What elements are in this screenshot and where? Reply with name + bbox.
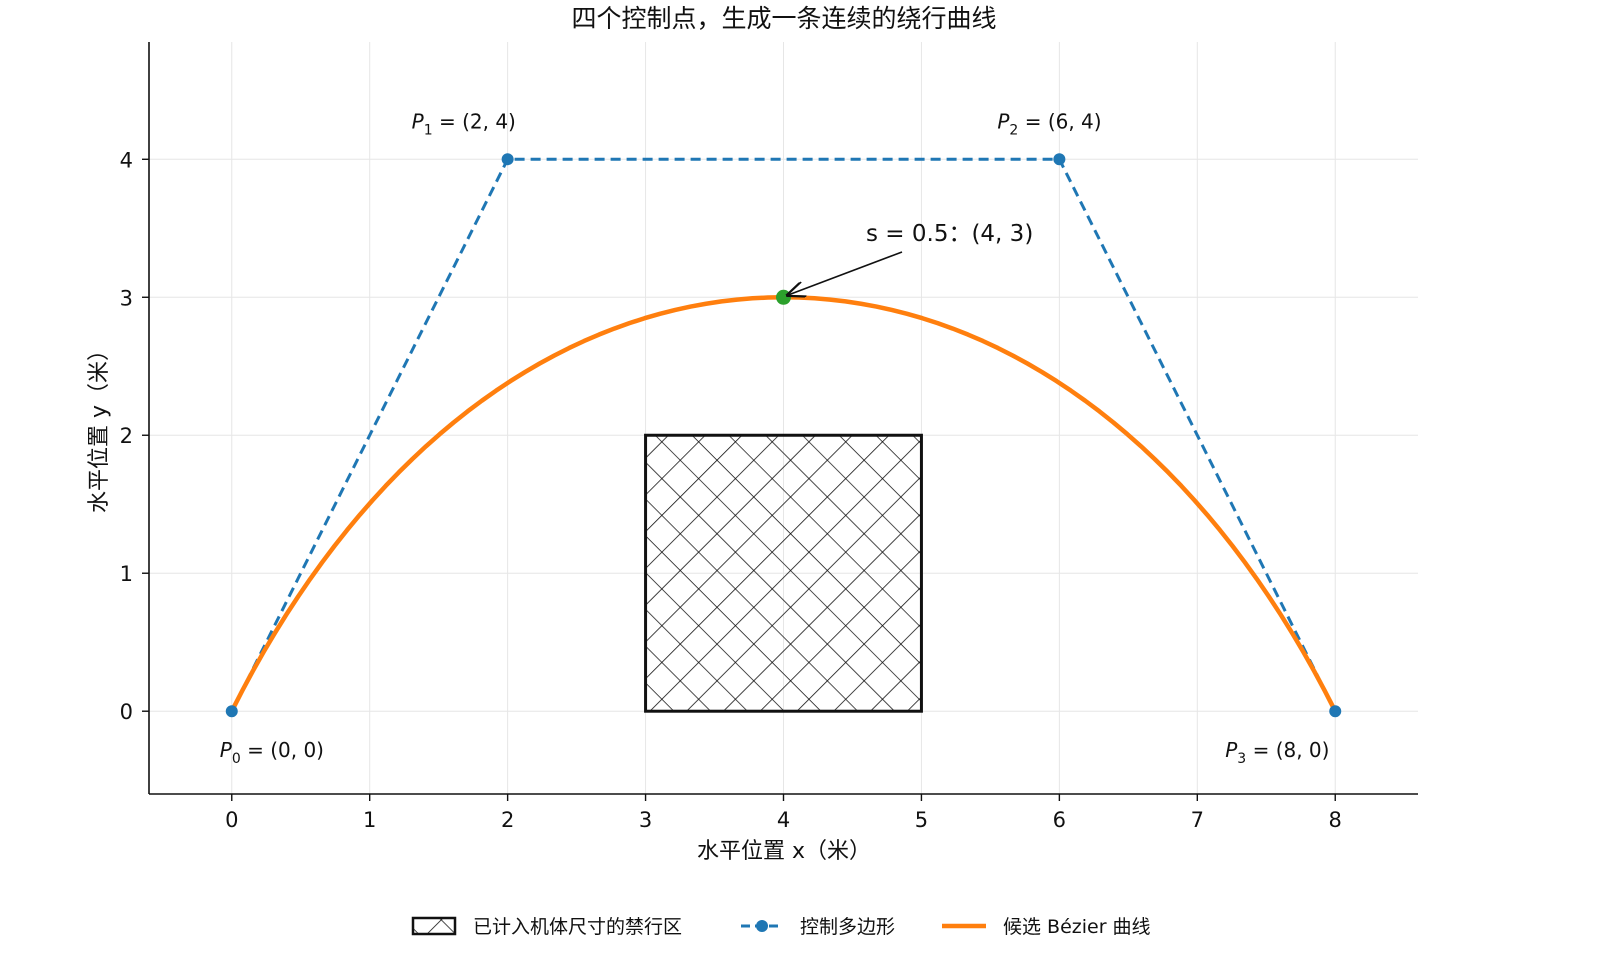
legend-label-obstacle: 已计入机体尺寸的禁行区 <box>473 916 682 938</box>
x-tick-label: 0 <box>225 808 238 832</box>
legend-marker-control-polygon <box>756 920 768 932</box>
x-tick-label: 3 <box>639 808 652 832</box>
annotation-arrow <box>788 251 903 295</box>
legend-label-bezier: 候选 Bézier 曲线 <box>1003 916 1151 938</box>
point-labels: P0 = (0, 0) P1 = (2, 4) P2 = (6, 4) P3 = (8… <box>220 109 1330 767</box>
x-tick-label: 7 <box>1191 808 1204 832</box>
legend-label-control-polygon: 控制多边形 <box>800 916 895 938</box>
control-point-marker-2 <box>1053 153 1066 166</box>
control-point-label-2: P2 = (6, 4) <box>997 109 1101 138</box>
control-point-label-3: P3 = (8, 0) <box>1225 738 1329 767</box>
highlight-point-marker <box>776 289 791 305</box>
legend-swatch-obstacle <box>411 916 457 936</box>
y-axis-label: 水平位置 y（米） <box>87 339 112 513</box>
obstacle-zone <box>644 433 923 713</box>
x-tick-label: 1 <box>363 808 376 832</box>
axes: 0 1 2 3 4 5 6 7 8 0 1 2 3 4 <box>120 42 1418 832</box>
obstacle-layer <box>644 433 923 713</box>
y-tick-label: 0 <box>120 700 133 724</box>
control-point-marker-1 <box>501 153 514 166</box>
x-axis-label: 水平位置 x（米） <box>697 839 871 864</box>
x-tick-label: 8 <box>1329 808 1342 832</box>
legend: 已计入机体尺寸的禁行区 控制多边形 候选 Bézier 曲线 <box>411 916 1151 938</box>
y-tick-label: 1 <box>120 562 133 586</box>
y-tick-label: 2 <box>120 424 133 448</box>
x-tick-label: 6 <box>1053 808 1066 832</box>
control-point-marker-3 <box>1329 705 1342 718</box>
control-point-label-1: P1 = (2, 4) <box>412 109 516 138</box>
x-tick-label: 4 <box>777 808 790 832</box>
chart-title: 四个控制点，生成一条连续的绕行曲线 <box>571 4 996 33</box>
control-point-marker-0 <box>225 705 238 718</box>
y-tick-label: 3 <box>120 286 133 310</box>
annotation-text: s = 0.5：(4, 3) <box>866 221 1033 247</box>
x-tick-label: 5 <box>915 808 928 832</box>
x-tick-label: 2 <box>501 808 514 832</box>
y-tick-label: 4 <box>120 148 133 172</box>
control-point-label-0: P0 = (0, 0) <box>220 738 324 767</box>
control-polygon-line <box>230 157 1337 712</box>
